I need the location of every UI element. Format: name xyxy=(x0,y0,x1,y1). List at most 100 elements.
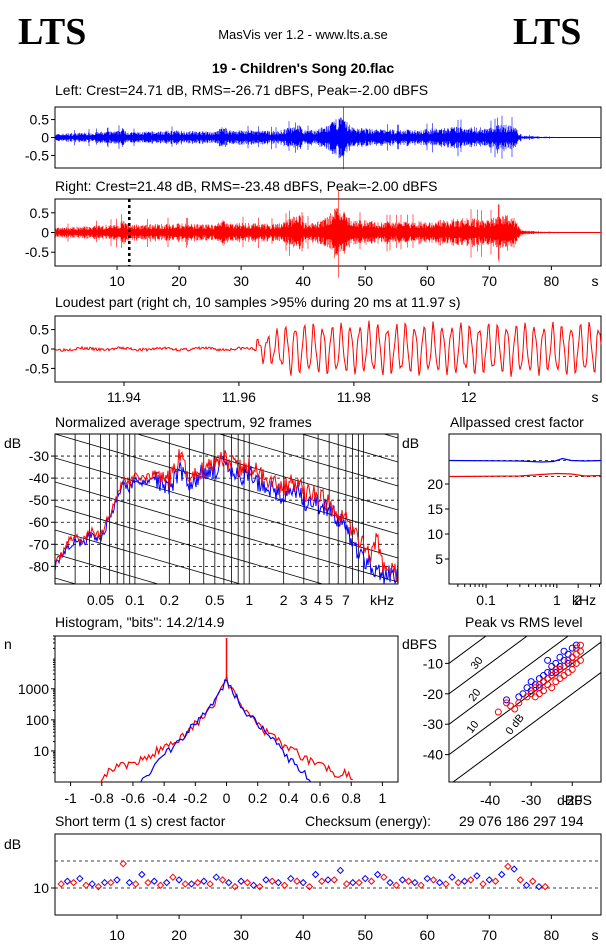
peak-rms-diagonal-label-1: 30 xyxy=(469,655,486,672)
peak-rms-point-right xyxy=(568,653,576,661)
short-term-point-right xyxy=(305,882,314,891)
short-term-point-left xyxy=(100,878,109,887)
peak-rms-point-right xyxy=(548,684,556,692)
peak-rms-point-right xyxy=(552,678,560,686)
short-term-point-right xyxy=(57,880,65,888)
short-term-point-right xyxy=(231,882,239,891)
short-term-point-right xyxy=(256,882,264,891)
peak-rms-point-right xyxy=(511,705,519,713)
short-term-point-right xyxy=(193,878,202,887)
peak-rms-xlabel: dBFS xyxy=(557,792,592,808)
peak-rms-diagonal-4 xyxy=(452,671,601,782)
left-waveform-chart: 0.5 0-0.5 xyxy=(25,106,602,170)
peak-rms-point-left xyxy=(503,696,511,704)
left-waveform-ytick-0: 0.5 xyxy=(30,112,50,128)
short-term-point-right xyxy=(417,881,425,890)
peak-rms-diagonal-label-2: 20 xyxy=(467,687,484,704)
short-term-point-left xyxy=(448,873,456,881)
short-term-xtick-3: 40 xyxy=(295,927,311,943)
left-waveform-ytick-2: -0.5 xyxy=(25,147,49,163)
peak-rms-frame xyxy=(448,635,602,783)
short-term-xtick-0: 10 xyxy=(109,927,125,943)
short-term-point-left xyxy=(349,878,357,887)
loudest-xtick-1: 11.96 xyxy=(222,389,256,405)
right-waveform-xtick-1: 20 xyxy=(171,273,187,289)
short-term-xtick-4: 50 xyxy=(357,927,373,943)
peak-rms-point-right xyxy=(560,662,568,670)
short-term-point-right xyxy=(355,878,363,887)
short-term-point-right xyxy=(330,876,338,884)
right-waveform-xtick-6: 70 xyxy=(482,273,498,289)
short-term-point-left xyxy=(411,878,419,887)
logo-right: LTS xyxy=(513,11,581,53)
peak-rms-diagonal-2 xyxy=(449,636,569,725)
right-waveform-xtick-5: 60 xyxy=(419,273,435,289)
loudest-part-title: Loudest part (right ch, 10 samples >95% … xyxy=(55,294,461,310)
spectrum-series-right xyxy=(55,449,398,581)
short-term-point-right xyxy=(107,878,115,887)
peak-rms-point-right xyxy=(576,656,584,664)
loudest-signal xyxy=(54,320,602,377)
loudest-part-chart: 0.5 0 -0.5 11.94 11.96 11.98 12 s xyxy=(25,315,602,405)
right-waveform-xtick-0: 10 xyxy=(109,273,125,289)
peak-rms-point-left xyxy=(523,684,531,692)
spectrum-xtick-4: 1 xyxy=(245,592,253,608)
peak-rms-plot-area: 40 30 20 10 0 dB xyxy=(449,636,601,782)
short-term-point-right xyxy=(280,881,289,890)
peak-rms-diagonal-label-4: 0 dB xyxy=(504,712,527,737)
histogram-series-left xyxy=(140,679,312,783)
peak-rms-ytick-3: -40 xyxy=(423,747,443,763)
peak-rms-point-right xyxy=(515,699,523,707)
peak-rms-point-right xyxy=(576,641,584,649)
short-term-point-left xyxy=(225,878,233,887)
peak-rms-ytick-1: -20 xyxy=(423,686,443,702)
short-term-point-left xyxy=(460,877,469,885)
right-waveform-xtick-4: 50 xyxy=(357,273,373,289)
short-term-point-right xyxy=(529,877,537,885)
spectrum-xtick-8: 5 xyxy=(325,592,333,608)
checksum-value: 29 076 186 297 194 xyxy=(459,813,584,829)
short-term-point-left xyxy=(287,874,295,883)
allpassed-series-right xyxy=(448,472,602,478)
peak-rms-point-right xyxy=(544,675,552,683)
short-term-point-right xyxy=(392,881,400,890)
short-term-xtick-6: 70 xyxy=(482,927,498,943)
peak-rms-point-left xyxy=(544,656,552,664)
short-term-point-right xyxy=(169,873,177,881)
spectrum-xtick-9: 7 xyxy=(342,592,350,608)
short-term-point-left xyxy=(76,874,84,883)
short-term-point-left xyxy=(249,881,258,890)
short-term-point-right xyxy=(131,880,140,888)
right-waveform-xtick-2: 30 xyxy=(233,273,249,289)
spectrum-title: Normalized average spectrum, 92 frames xyxy=(55,414,312,430)
short-term-point-left xyxy=(299,878,307,887)
peak-rms-point-left xyxy=(535,675,543,683)
histogram-xtick-5: 0 xyxy=(223,790,231,806)
short-term-point-left xyxy=(125,878,134,887)
peak-rms-diagonal-1 xyxy=(449,636,528,695)
peak-rms-point-right xyxy=(560,672,568,680)
right-waveform-signal xyxy=(54,189,598,278)
short-term-point-right xyxy=(206,880,214,888)
allpassed-ytick-0: 20 xyxy=(427,476,443,492)
short-term-point-left xyxy=(361,874,369,883)
short-term-xtick-1: 20 xyxy=(171,927,187,943)
short-term-point-right xyxy=(82,881,90,890)
right-waveform-ytick-2: -0.5 xyxy=(25,244,49,260)
right-waveform-title: Right: Crest=21.48 dB, RMS=-23.48 dBFS, … xyxy=(55,178,437,194)
loudest-ytick-0: 0.5 xyxy=(30,322,50,338)
app-title: MasVis ver 1.2 - www.lts.a.se xyxy=(218,27,388,42)
spectrum-ytick-3: -60 xyxy=(29,514,49,530)
spectrum-xtick-7: 4 xyxy=(314,592,322,608)
short-term-point-left xyxy=(187,880,196,888)
loudest-ytick-2: -0.5 xyxy=(25,360,49,376)
short-term-point-right xyxy=(156,881,165,890)
spectrum-plot-area xyxy=(55,434,398,584)
histogram-xtick-0: -1 xyxy=(64,790,77,806)
short-term-point-right xyxy=(442,880,450,888)
spectrum-xtick-1: 0.1 xyxy=(125,592,145,608)
short-term-point-left xyxy=(212,873,221,881)
peak-rms-diagonal-3 xyxy=(449,641,601,756)
short-term-point-right xyxy=(181,880,190,888)
allpassed-crest-title: Allpassed crest factor xyxy=(450,414,584,430)
